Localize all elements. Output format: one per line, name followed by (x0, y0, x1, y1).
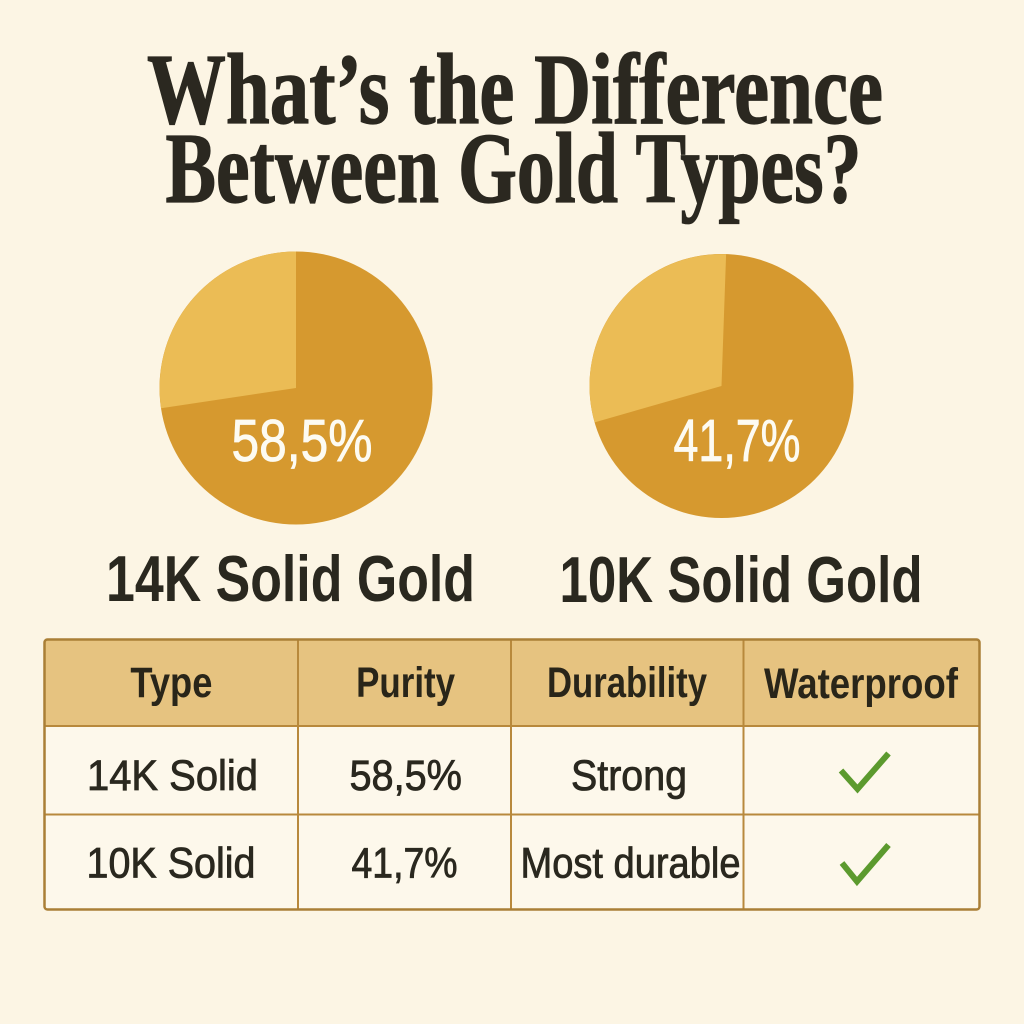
svg-text:14K Solid: 14K Solid (87, 753, 258, 800)
svg-text:Between Gold Types?: Between Gold Types? (166, 112, 862, 224)
svg-text:58,5%: 58,5% (349, 753, 462, 800)
svg-text:10K Solid Gold: 10K Solid Gold (560, 544, 923, 616)
svg-text:Strong: Strong (571, 753, 687, 800)
svg-text:Durability: Durability (547, 659, 707, 707)
svg-text:Type: Type (130, 659, 212, 707)
svg-text:Most durable: Most durable (521, 841, 741, 888)
svg-text:What’s the Difference: What’s the Difference (147, 33, 883, 145)
svg-text:58,5%: 58,5% (232, 408, 373, 474)
svg-text:Waterproof: Waterproof (764, 660, 959, 708)
svg-text:14K Solid Gold: 14K Solid Gold (106, 543, 475, 615)
svg-text:41,7%: 41,7% (674, 408, 801, 474)
svg-text:Purity: Purity (356, 659, 455, 707)
svg-text:41,7%: 41,7% (352, 841, 458, 888)
svg-text:10K Solid: 10K Solid (87, 841, 256, 888)
